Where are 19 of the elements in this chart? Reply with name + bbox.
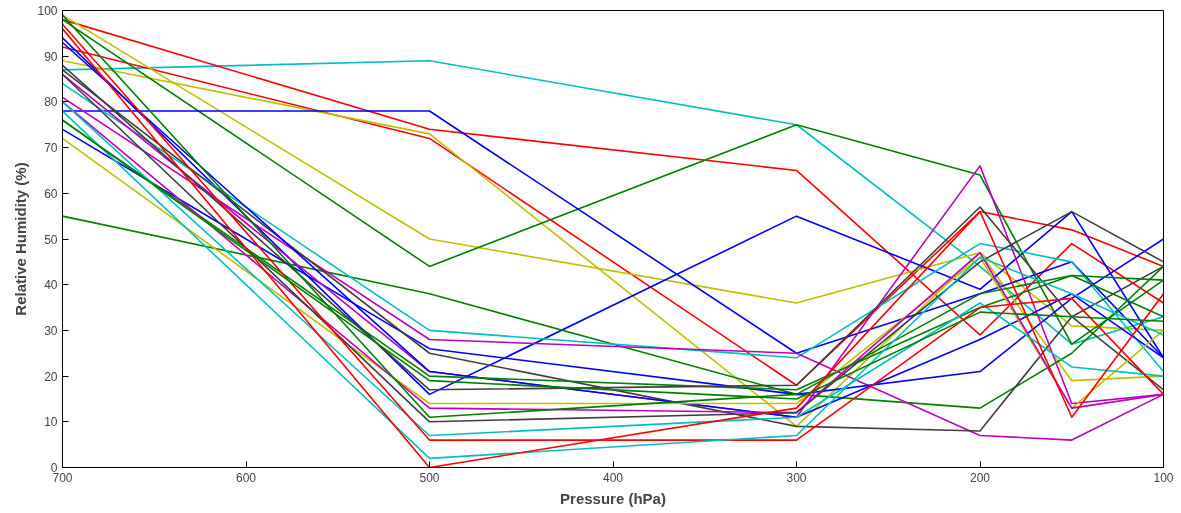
x-tick-label: 300 — [786, 470, 807, 485]
y-tick-label: 10 — [44, 415, 58, 430]
x-tick-label: 500 — [419, 470, 440, 485]
x-tick-label: 400 — [602, 470, 624, 485]
y-tick-label: 40 — [44, 278, 58, 293]
x-axis-title: Pressure (hPa) — [560, 489, 666, 507]
y-tick-label: 0 — [50, 461, 58, 475]
y-tick-label: 60 — [44, 186, 58, 201]
y-tick-label: 70 — [44, 141, 58, 156]
y-tick-label: 90 — [44, 49, 58, 64]
x-tick-label: 600 — [235, 470, 257, 485]
y-tick-label: 50 — [44, 232, 58, 247]
y-tick-label: 100 — [37, 4, 58, 18]
y-tick-label: 30 — [44, 323, 58, 338]
y-axis-title: Relative Humidity (%) — [12, 162, 30, 316]
x-tick-label: 200 — [969, 470, 991, 485]
y-tick-label: 80 — [44, 95, 58, 110]
y-tick-label: 20 — [44, 369, 58, 384]
x-tick-label: 100 — [1153, 470, 1174, 485]
